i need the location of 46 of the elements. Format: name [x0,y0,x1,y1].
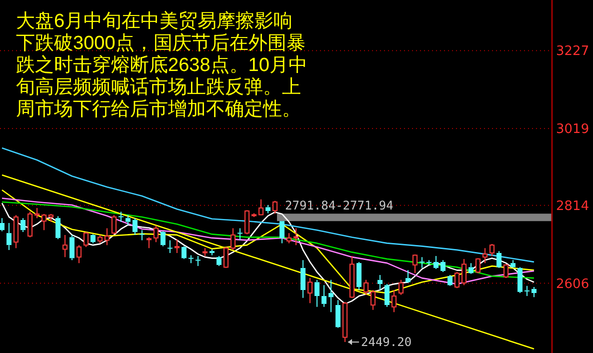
candlestick [434,255,438,270]
candlestick [300,260,306,298]
annotation: 大盘6月中旬在中美贸易摩擦影响下跌破3000点，国庆节后在外围暴跌之时击穿熔断底2638点。10月中旬高层频频喊话市场止跌反弹。上周市场下行给后市增加不确定性。 [16,10,308,120]
candlestick [118,211,124,222]
candlestick [356,261,362,291]
candlestick [328,279,334,313]
candlestick [440,260,446,273]
candlestick [406,270,410,282]
candlestick [0,218,4,232]
candlestick [20,218,26,232]
candlestick [384,284,390,308]
candlestick [448,274,452,286]
candlestick [322,284,326,308]
candlestick [174,238,180,254]
candlestick [238,228,242,241]
candlestick [524,285,530,297]
candlestick [532,286,536,298]
band-label: 2791.84-2771.94 [285,198,394,213]
candlestick [196,255,200,267]
y-tick-label: 3019 [556,122,590,138]
candlestick [168,240,172,254]
y-tick-label: 2814 [556,198,590,214]
candlestick [104,228,110,246]
candlestick [6,222,12,250]
candlestick [510,260,516,268]
candlestick [182,246,186,258]
candlestick [132,218,138,236]
candlestick [140,230,144,241]
candlestick [482,248,488,264]
candlestick [62,234,68,258]
candlestick [378,274,382,291]
candlestick [518,268,522,294]
annotation: 2449.20 [361,335,412,350]
candlestick [126,214,130,226]
candlestick [496,250,502,268]
y-tick-label: 2606 [556,276,590,292]
line-series [1,147,535,263]
candlestick [336,300,340,328]
candlestick [216,255,222,267]
candlestick [90,234,96,244]
line-series [1,202,535,305]
y-tick-label: 3227 [556,44,590,60]
candlestick [468,262,474,274]
candlestick [160,232,166,247]
candlestick [56,216,60,240]
candlestick [420,256,424,268]
